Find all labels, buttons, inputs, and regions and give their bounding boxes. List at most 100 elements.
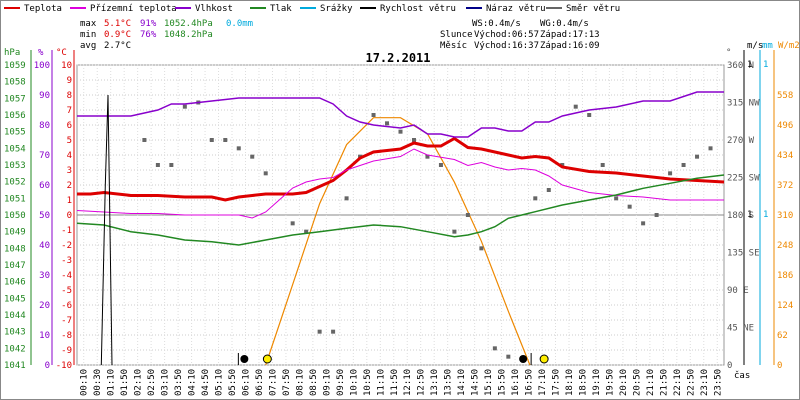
- tick-degc: 9: [67, 76, 72, 86]
- stat-max-label: max: [80, 19, 97, 29]
- tick-direction: 0: [727, 361, 732, 371]
- wind-direction-point: [290, 221, 295, 226]
- sunrise-marker-icon: [262, 354, 272, 364]
- tick-solar: 0: [777, 361, 782, 371]
- tick-degc: -3: [61, 256, 72, 266]
- tick-time: 16:50: [525, 369, 535, 396]
- tick-degc: -10: [56, 361, 72, 371]
- tick-degc: -7: [61, 316, 72, 326]
- tick-time: 08:50: [309, 369, 319, 396]
- wind-direction-point: [317, 329, 322, 334]
- unit-wm2: W/m2: [778, 41, 800, 51]
- legend: Teplota Přízemní teplota Vlhkost Tlak Sr…: [4, 4, 620, 14]
- tick-hpa: 1055: [4, 128, 26, 138]
- wind-direction-point: [209, 138, 214, 142]
- legend-srazky: Srážky: [320, 4, 353, 14]
- tick-direction: 315 NW: [727, 99, 760, 109]
- tick-percent: 70: [39, 151, 50, 161]
- tick-hpa: 1056: [4, 111, 26, 121]
- wind-direction-point: [695, 154, 700, 159]
- tick-degc: 5: [67, 136, 72, 146]
- sunset-marker-icon: [539, 354, 549, 364]
- wind-direction-point: [304, 229, 309, 234]
- unit-percent: %: [38, 48, 44, 58]
- tick-hpa: 1052: [4, 178, 26, 188]
- pressure-line: [76, 174, 725, 246]
- wind-direction-point: [263, 171, 268, 176]
- tick-percent: 30: [39, 271, 50, 281]
- stat-max-press: 1052.4hPa: [164, 19, 213, 29]
- legend-prizemni-teplota: Přízemní teplota: [90, 4, 177, 14]
- tick-hpa: 1041: [4, 361, 26, 371]
- tick-percent: 0: [45, 361, 50, 371]
- stat-max-temp: 5.1°C: [104, 19, 131, 29]
- moon-set: Západ:16:09: [540, 41, 600, 51]
- tick-degc: -1: [61, 226, 72, 236]
- tick-time: 10:50: [363, 369, 373, 396]
- tick-time: 19:50: [605, 369, 615, 396]
- unit-mm: mm: [762, 41, 773, 51]
- tick-percent: 40: [39, 241, 50, 251]
- tick-degc: 1: [67, 196, 72, 206]
- tick-time: 06:10: [241, 369, 251, 396]
- tick-direction: 270 W: [727, 136, 755, 146]
- wind-direction-point: [438, 163, 443, 167]
- unit-hpa: hPa: [4, 48, 20, 58]
- wind-direction-point: [533, 196, 538, 201]
- tick-time: 01:10: [107, 369, 117, 396]
- tick-time: 20:50: [632, 369, 642, 396]
- tick-solar: 124: [777, 301, 793, 311]
- stat-min-hum: 76%: [140, 30, 157, 40]
- wind-direction-point: [425, 154, 430, 159]
- wind-direction-point: [398, 129, 403, 134]
- tick-time: 11:50: [390, 369, 400, 396]
- tick-hpa: 1043: [4, 328, 26, 338]
- tick-time: 21:10: [646, 369, 656, 396]
- tick-time: 15:10: [484, 369, 494, 396]
- temperature-line: [77, 136, 725, 202]
- wind-direction-point: [668, 171, 673, 176]
- wind-direction-point: [142, 138, 147, 142]
- tick-time: 07:10: [268, 369, 278, 396]
- stats-block: max 5.1°C 91% 1052.4hPa 0.0mm min 0.9°C …: [80, 19, 600, 51]
- tick-time: 04:50: [201, 369, 211, 396]
- stat-avg-label: avg: [80, 41, 96, 51]
- moon-label: Měsíc: [440, 41, 467, 51]
- legend-smer-vetru: Směr větru: [566, 4, 620, 14]
- tick-direction: 180 S: [727, 211, 754, 221]
- legend-teplota: Teplota: [24, 4, 62, 14]
- tick-time: 09:50: [336, 369, 346, 396]
- tick-percent: 60: [39, 181, 50, 191]
- tick-time: 02:10: [134, 369, 144, 396]
- tick-mm: 1: [763, 210, 768, 220]
- wind-direction-point: [479, 246, 484, 251]
- sun-set: Západ:17:13: [540, 30, 600, 40]
- tick-hpa: 1046: [4, 278, 26, 288]
- tick-solar: 310: [777, 211, 793, 221]
- stat-max-hum: 91%: [140, 19, 157, 29]
- wind-gust-info: WG:0.4m/s: [540, 19, 589, 29]
- tick-mm: 1: [763, 60, 768, 70]
- tick-time: 18:50: [578, 369, 588, 396]
- tick-hpa: 1053: [4, 161, 26, 171]
- tick-degc: 0: [67, 211, 72, 221]
- legend-rychlost-vetru: Rychlost větru: [380, 4, 456, 14]
- tick-solar: 496: [777, 121, 793, 131]
- tick-time: 09:10: [322, 369, 332, 396]
- tick-solar: 558: [777, 91, 793, 101]
- tick-time: 13:50: [444, 369, 454, 396]
- wind-direction-point: [155, 163, 160, 167]
- unit-deg: °: [726, 48, 731, 58]
- tick-hpa: 1048: [4, 244, 26, 254]
- tick-time: 00:10: [80, 369, 90, 396]
- wind-direction-point: [492, 346, 497, 351]
- wind-direction-point: [169, 163, 174, 167]
- tick-time: 07:50: [282, 369, 292, 396]
- tick-time: 03:50: [174, 369, 184, 396]
- tick-time: 05:10: [215, 369, 225, 396]
- humidity-line: [77, 91, 724, 138]
- tick-time: 12:50: [417, 369, 427, 396]
- tick-percent: 100: [34, 61, 50, 71]
- wind-direction-point: [182, 104, 187, 109]
